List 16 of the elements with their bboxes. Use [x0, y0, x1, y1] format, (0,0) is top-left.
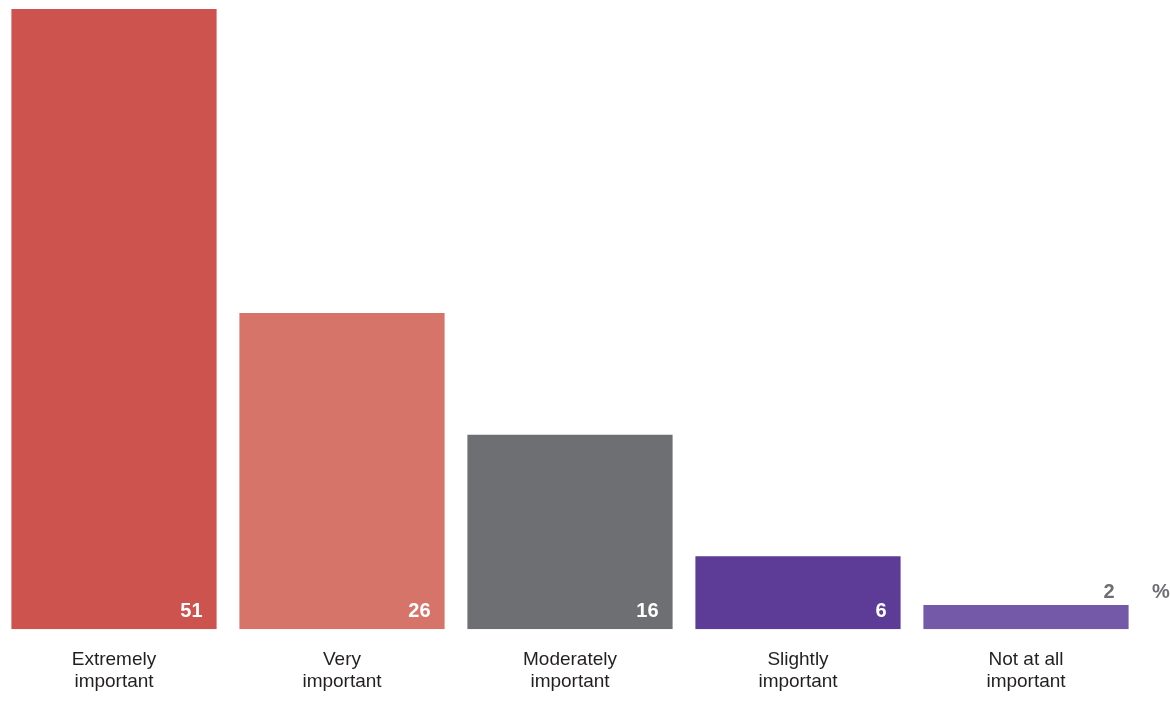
data-label: 51: [180, 599, 203, 622]
x-tick-label: Very important: [302, 648, 383, 692]
x-tick-label: Moderately important: [523, 648, 618, 692]
text: %: [1152, 579, 1170, 602]
data-label: 2: [1103, 579, 1115, 602]
x-tick-label: Slightly important: [758, 648, 839, 692]
data-label: 16: [636, 599, 659, 622]
bar: [11, 9, 217, 630]
bar: [239, 313, 445, 630]
bar: [467, 434, 673, 630]
data-label: 6: [875, 599, 887, 622]
data-label: 26: [408, 599, 431, 622]
x-tick-label: Extremely important: [71, 648, 157, 692]
bar: [695, 556, 901, 630]
bar: [923, 604, 1129, 630]
x-tick-label: Not at all important: [986, 648, 1067, 692]
